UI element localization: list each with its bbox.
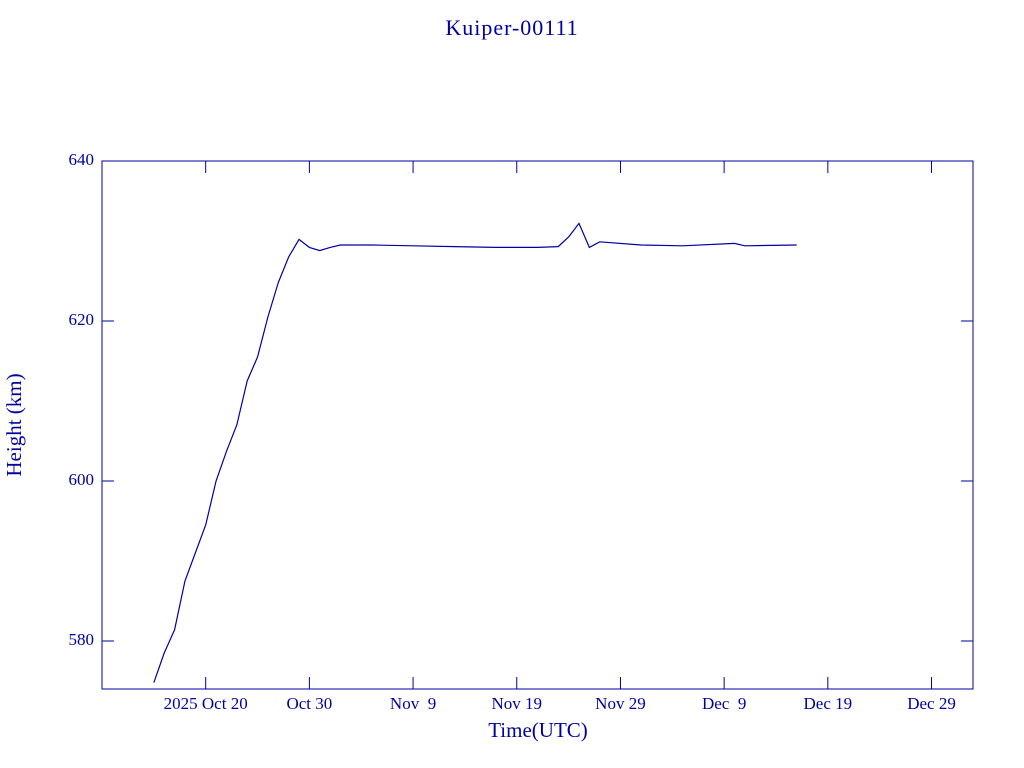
x-axis-label: Time(UTC) xyxy=(488,718,588,742)
x-tick-label: 2025 Oct 20 xyxy=(164,694,248,713)
x-tick-label: Nov 9 xyxy=(390,694,436,713)
chart-title: Kuiper-00111 xyxy=(445,15,578,40)
y-tick-label: 620 xyxy=(69,310,95,329)
y-axis-label: Height (km) xyxy=(2,373,26,476)
x-tick-label: Dec 19 xyxy=(804,694,853,713)
y-tick-label: 640 xyxy=(69,150,95,169)
data-line xyxy=(153,222,797,683)
x-tick-label: Nov 19 xyxy=(491,694,542,713)
x-tick-label: Oct 30 xyxy=(286,694,332,713)
y-tick-label: 600 xyxy=(69,470,95,489)
plot-frame xyxy=(101,160,974,690)
x-tick-label: Nov 29 xyxy=(595,694,646,713)
y-tick-label: 580 xyxy=(69,630,95,649)
x-tick-label: Dec 29 xyxy=(907,694,956,713)
x-tick-label: Dec 9 xyxy=(702,694,746,713)
